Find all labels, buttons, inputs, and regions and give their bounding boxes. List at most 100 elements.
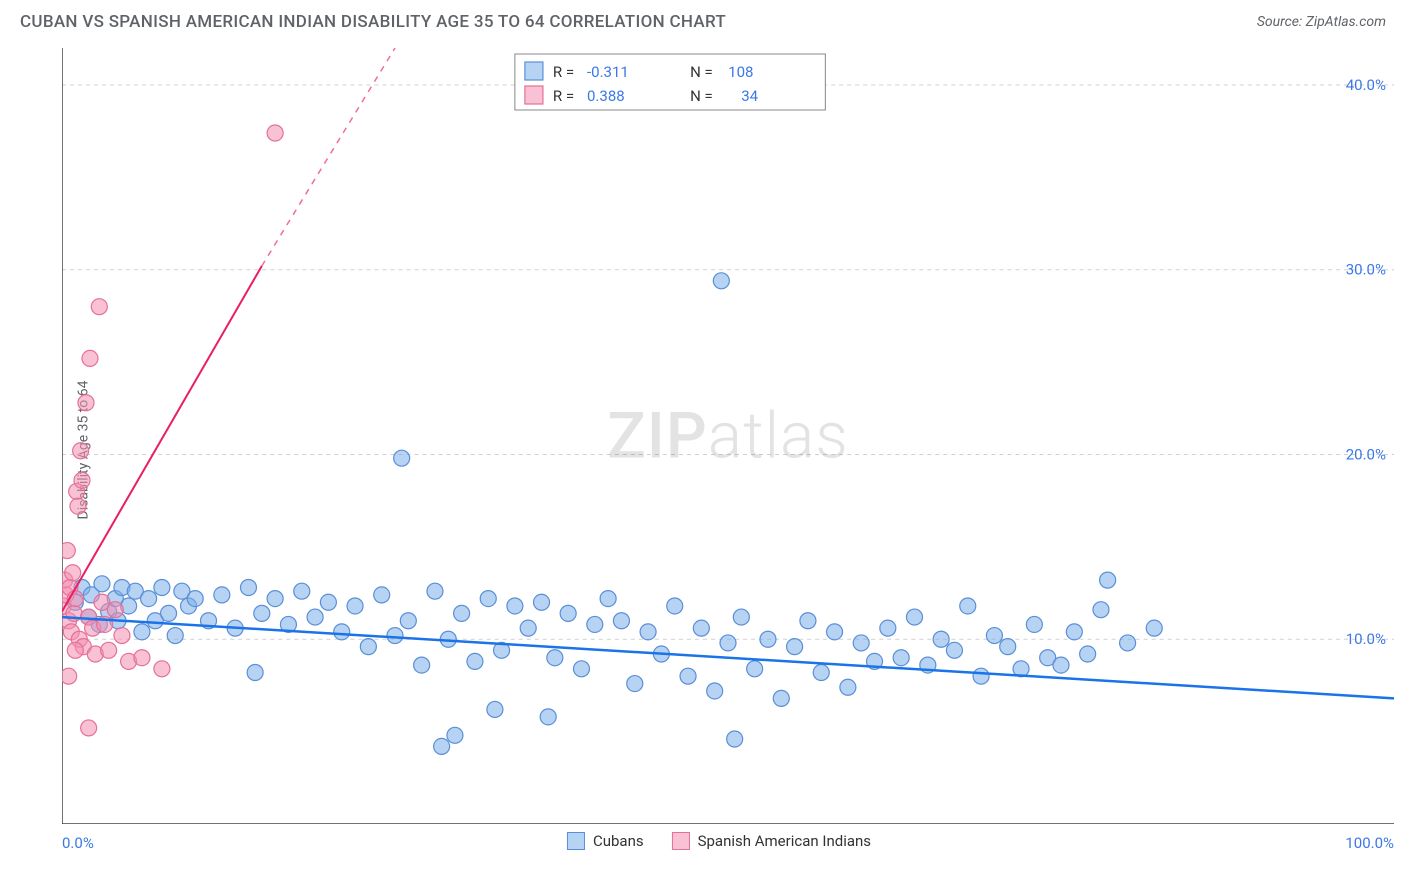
data-point <box>627 676 643 692</box>
stats-swatch-pink <box>525 86 543 104</box>
y-tick-label: 40.0% <box>1346 76 1386 94</box>
y-tick-label: 20.0% <box>1346 445 1386 463</box>
data-point <box>1000 639 1016 655</box>
data-point <box>667 598 683 614</box>
legend-label: Cubans <box>593 832 644 850</box>
data-point <box>893 650 909 666</box>
data-point <box>360 639 376 655</box>
data-point <box>154 661 170 677</box>
data-point <box>973 668 989 684</box>
data-point <box>1066 624 1082 640</box>
data-point <box>487 701 503 717</box>
trend-line-spanish <box>62 266 262 612</box>
data-point <box>760 631 776 647</box>
data-point <box>101 642 117 658</box>
data-point <box>427 583 443 599</box>
source-label: Source: ZipAtlas.com <box>1257 14 1386 30</box>
data-point <box>880 620 896 636</box>
data-point <box>65 565 81 581</box>
data-point <box>640 624 656 640</box>
data-point <box>573 661 589 677</box>
data-point <box>713 273 729 289</box>
data-point <box>254 605 270 621</box>
scatter-plot: 10.0%20.0%30.0%40.0%R =-0.311N =108R =0.… <box>62 48 1394 824</box>
data-point <box>680 668 696 684</box>
data-point <box>720 635 736 651</box>
data-point <box>773 690 789 706</box>
data-point <box>294 583 310 599</box>
stats-n-label: N = <box>690 63 713 81</box>
data-point <box>747 661 763 677</box>
data-point <box>434 738 450 754</box>
data-point <box>70 498 86 514</box>
stats-r-label: R = <box>553 63 574 81</box>
x-tick-end: 100.0% <box>1345 834 1394 852</box>
data-point <box>534 594 550 610</box>
data-point <box>374 587 390 603</box>
data-point <box>946 642 962 658</box>
trend-line-cubans <box>62 617 1394 698</box>
data-point <box>707 683 723 699</box>
data-point <box>560 605 576 621</box>
y-tick-label: 30.0% <box>1346 261 1386 279</box>
data-point <box>387 628 403 644</box>
data-point <box>62 668 77 684</box>
data-point <box>167 628 183 644</box>
legend-item-spanish: Spanish American Indians <box>672 832 871 850</box>
stats-r-value: 0.388 <box>587 87 625 105</box>
data-point <box>507 598 523 614</box>
data-point <box>480 591 496 607</box>
trend-line-spanish-extrapolated <box>262 48 395 266</box>
chart-title: CUBAN VS SPANISH AMERICAN INDIAN DISABIL… <box>20 12 726 32</box>
data-point <box>154 580 170 596</box>
data-point <box>813 664 829 680</box>
data-point <box>1100 572 1116 588</box>
data-point <box>733 609 749 625</box>
data-point <box>1080 646 1096 662</box>
data-point <box>91 299 107 315</box>
data-point <box>787 639 803 655</box>
stats-r-value: -0.311 <box>587 63 629 81</box>
data-point <box>320 594 336 610</box>
data-point <box>520 620 536 636</box>
data-point <box>114 628 130 644</box>
data-point <box>540 709 556 725</box>
data-point <box>1120 635 1136 651</box>
data-point <box>81 720 97 736</box>
stats-n-value: 108 <box>728 63 753 81</box>
series-legend: Cubans Spanish American Indians <box>567 832 871 850</box>
data-point <box>547 650 563 666</box>
data-point <box>600 591 616 607</box>
data-point <box>307 609 323 625</box>
data-point <box>960 598 976 614</box>
data-point <box>906 609 922 625</box>
stats-r-label: R = <box>553 87 574 105</box>
data-point <box>800 613 816 629</box>
data-point <box>394 450 410 466</box>
data-point <box>1053 657 1069 673</box>
data-point <box>267 125 283 141</box>
data-point <box>587 616 603 632</box>
data-point <box>414 657 430 673</box>
stats-n-value: 34 <box>741 87 758 105</box>
data-point <box>247 664 263 680</box>
data-point <box>334 624 350 640</box>
data-point <box>214 587 230 603</box>
chart-container: Disability Age 35 to 64 10.0%20.0%30.0%4… <box>44 48 1394 852</box>
data-point <box>94 576 110 592</box>
data-point <box>1146 620 1162 636</box>
legend-label: Spanish American Indians <box>698 832 871 850</box>
stats-n-label: N = <box>690 87 713 105</box>
data-point <box>82 350 98 366</box>
data-point <box>62 543 75 559</box>
data-point <box>78 395 94 411</box>
data-point <box>141 591 157 607</box>
data-point <box>727 731 743 747</box>
data-point <box>161 605 177 621</box>
data-point <box>613 613 629 629</box>
data-point <box>1026 616 1042 632</box>
data-point <box>67 642 83 658</box>
data-point <box>693 620 709 636</box>
data-point <box>933 631 949 647</box>
data-point <box>134 624 150 640</box>
